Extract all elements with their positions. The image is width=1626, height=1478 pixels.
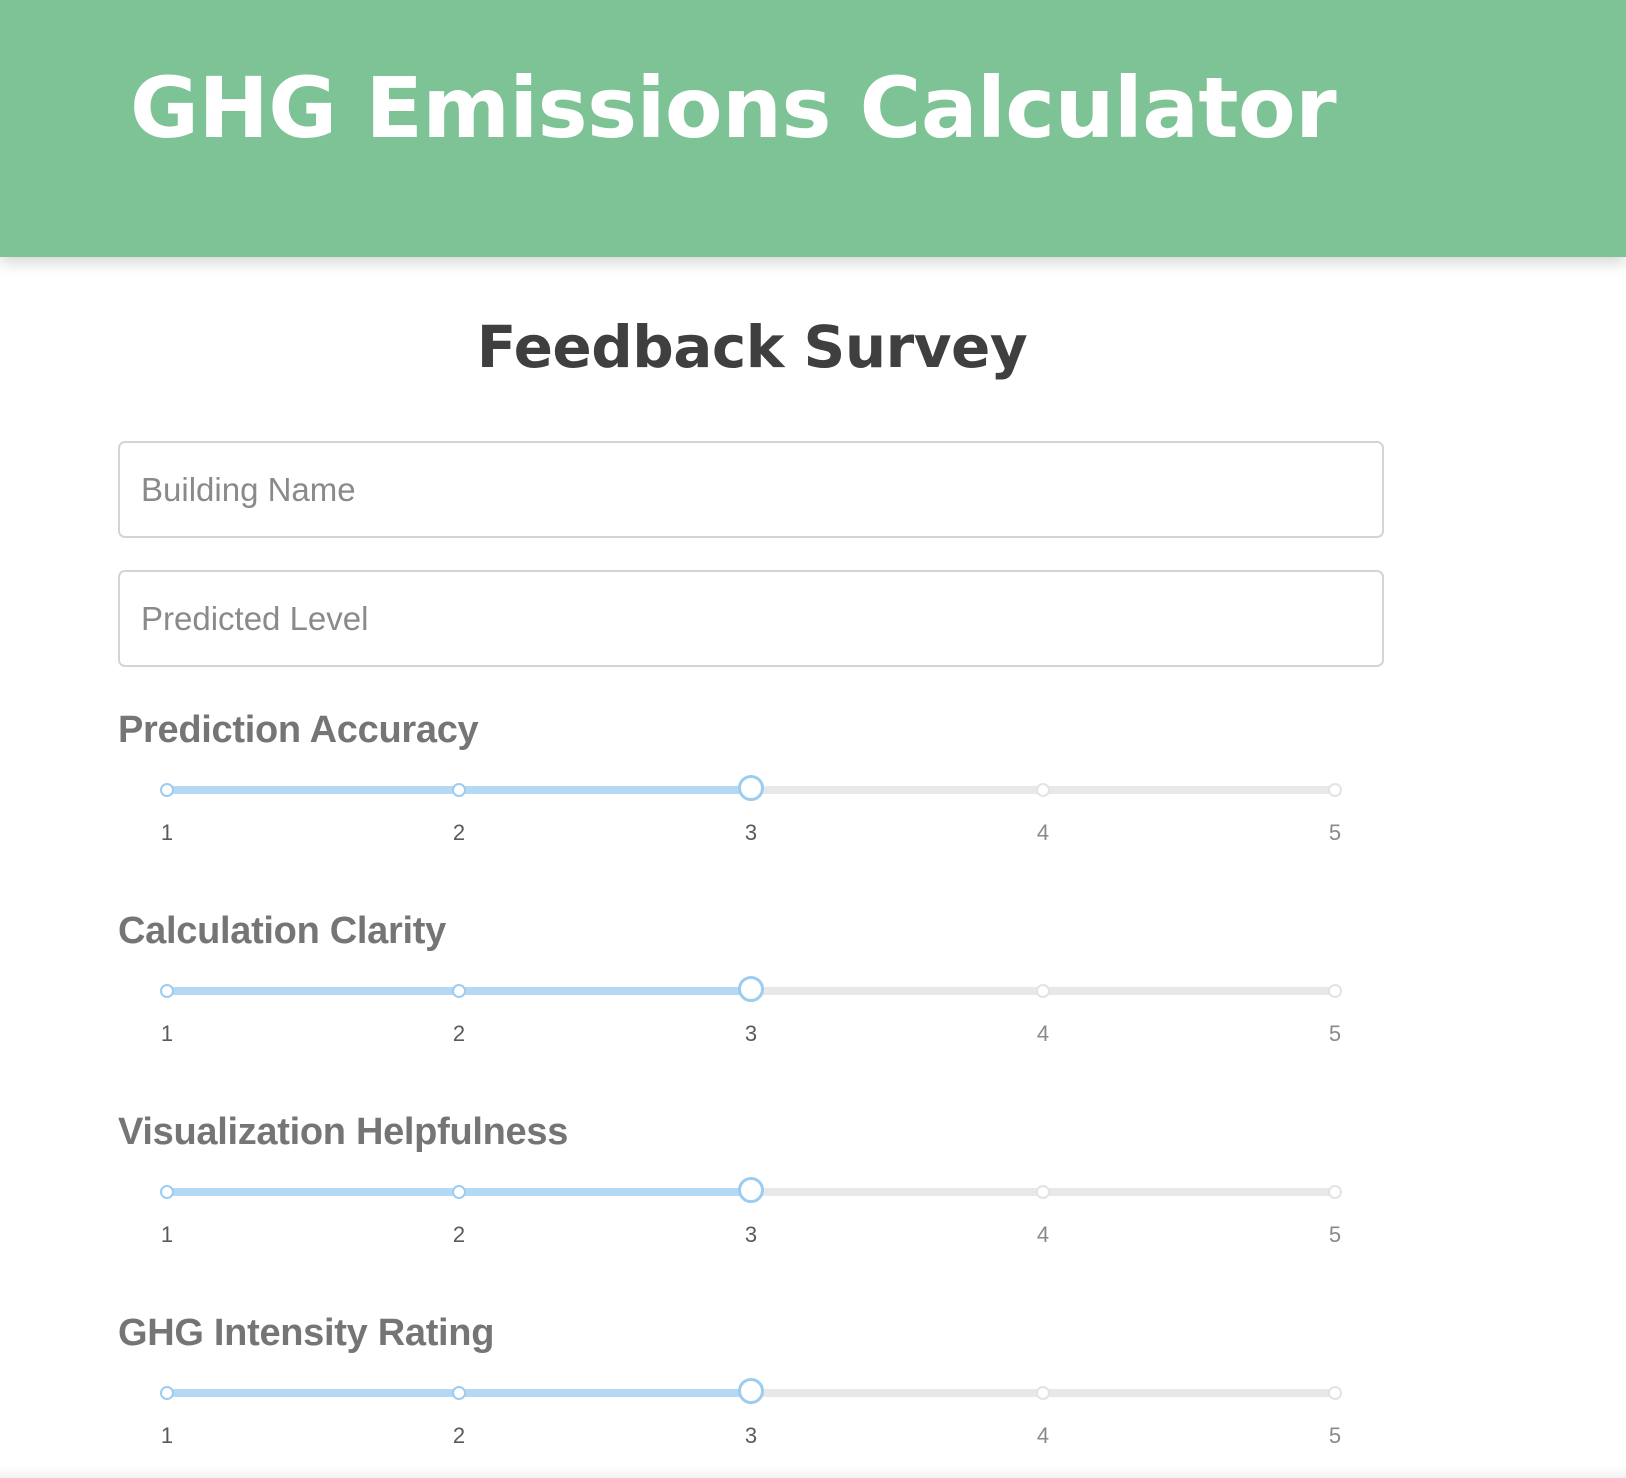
page-bottom-edge — [0, 1466, 1626, 1478]
slider-tick-label: 1 — [160, 1423, 174, 1448]
slider-tick-label: 5 — [1328, 820, 1342, 845]
slider-step-dot[interactable] — [160, 984, 174, 998]
slider-tick-label: 5 — [1328, 1021, 1342, 1046]
slider-step-dot[interactable] — [1036, 984, 1050, 998]
slider-step-dot[interactable] — [1328, 783, 1342, 797]
rating-label: Prediction Accuracy — [118, 709, 479, 751]
slider-step-dot[interactable] — [1036, 783, 1050, 797]
slider-tick-label: 3 — [744, 1423, 758, 1448]
rating-visualization-helpfulness: Visualization Helpfulness 1 2 3 4 5 — [118, 1110, 1388, 1260]
slider-step-dot[interactable] — [452, 984, 466, 998]
slider-tick-label: 3 — [744, 820, 758, 845]
slider-step-dot[interactable] — [1036, 1386, 1050, 1400]
slider-handle[interactable] — [738, 775, 764, 801]
slider-tick-label: 1 — [160, 820, 174, 845]
slider-tick-label: 4 — [1036, 1222, 1050, 1247]
slider-step-dot[interactable] — [1328, 984, 1342, 998]
rating-prediction-accuracy: Prediction Accuracy 1 2 3 4 5 — [118, 708, 1388, 858]
slider-tick-label: 1 — [160, 1222, 174, 1247]
slider-tick-label: 4 — [1036, 1423, 1050, 1448]
rating-label: Calculation Clarity — [118, 910, 446, 952]
rating-slider[interactable]: 1 2 3 4 5 — [118, 708, 1388, 858]
rating-calculation-clarity: Calculation Clarity 1 2 3 4 5 — [118, 909, 1388, 1059]
rating-slider[interactable]: 1 2 3 4 5 — [118, 909, 1388, 1059]
slider-tick-label: 2 — [452, 1222, 466, 1247]
slider-step-dot[interactable] — [160, 1185, 174, 1199]
rating-ghg-intensity: GHG Intensity Rating 1 2 3 4 5 — [118, 1311, 1388, 1461]
slider-step-dot[interactable] — [452, 783, 466, 797]
app-title: GHG Emissions Calculator — [130, 59, 1337, 157]
survey-title: Feedback Survey — [476, 313, 1028, 381]
rating-slider[interactable]: 1 2 3 4 5 — [118, 1110, 1388, 1260]
slider-step-dot[interactable] — [1328, 1185, 1342, 1199]
slider-tick-label: 2 — [452, 1021, 466, 1046]
slider-tick-label: 4 — [1036, 1021, 1050, 1046]
building-name-input[interactable] — [118, 441, 1384, 538]
slider-tick-label: 1 — [160, 1021, 174, 1046]
slider-tick-label: 4 — [1036, 820, 1050, 845]
slider-tick-label: 5 — [1328, 1423, 1342, 1448]
app-header: GHG Emissions Calculator — [0, 0, 1626, 257]
slider-tick-label: 5 — [1328, 1222, 1342, 1247]
slider-tick-label: 2 — [452, 820, 466, 845]
slider-tick-label: 2 — [452, 1423, 466, 1448]
slider-step-dot[interactable] — [160, 1386, 174, 1400]
rating-label: Visualization Helpfulness — [118, 1111, 569, 1153]
slider-tick-label: 3 — [744, 1222, 758, 1247]
slider-step-dot[interactable] — [1036, 1185, 1050, 1199]
slider-step-dot[interactable] — [160, 783, 174, 797]
rating-label: GHG Intensity Rating — [118, 1312, 495, 1354]
slider-step-dot[interactable] — [452, 1185, 466, 1199]
predicted-level-input[interactable] — [118, 570, 1384, 667]
slider-handle[interactable] — [738, 976, 764, 1002]
slider-tick-label: 3 — [744, 1021, 758, 1046]
slider-handle[interactable] — [738, 1378, 764, 1404]
slider-handle[interactable] — [738, 1177, 764, 1203]
slider-step-dot[interactable] — [452, 1386, 466, 1400]
rating-slider[interactable]: 1 2 3 4 5 — [118, 1311, 1388, 1461]
slider-step-dot[interactable] — [1328, 1386, 1342, 1400]
